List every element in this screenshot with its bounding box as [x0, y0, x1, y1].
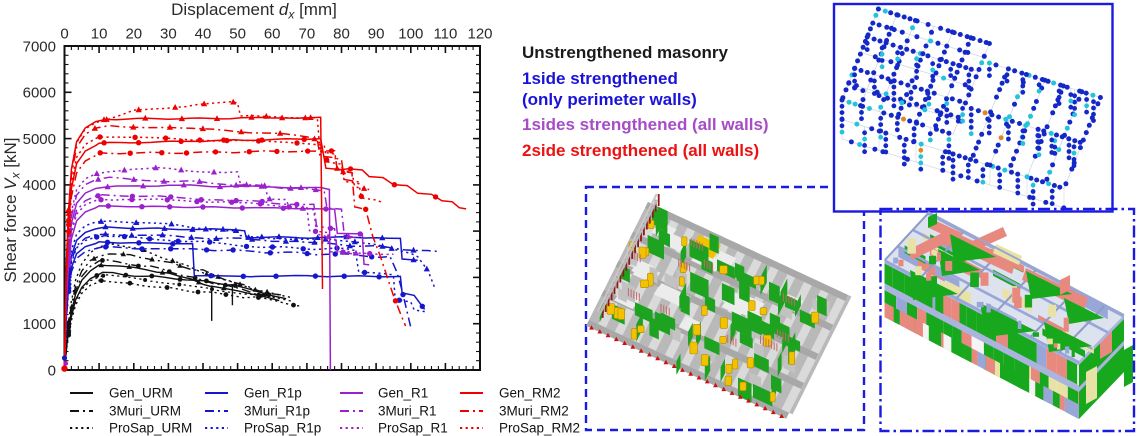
svg-text:3000: 3000	[23, 223, 56, 240]
svg-text:Gen_URM: Gen_URM	[109, 386, 173, 401]
svg-text:ProSap_R1p: ProSap_R1p	[244, 421, 321, 436]
svg-text:1000: 1000	[23, 316, 56, 333]
svg-text:110: 110	[433, 26, 457, 43]
svg-text:Shear force Vx [kN]: Shear force Vx [kN]	[1, 138, 23, 283]
svg-text:5000: 5000	[23, 131, 56, 148]
svg-text:10: 10	[91, 26, 108, 43]
svg-text:3Muri_RM2: 3Muri_RM2	[499, 404, 569, 419]
svg-text:80: 80	[333, 26, 350, 43]
svg-text:30: 30	[160, 26, 177, 43]
svg-text:1side strengthened: 1side strengthened	[522, 69, 678, 88]
svg-text:ProSap_URM: ProSap_URM	[109, 421, 192, 436]
svg-text:Gen_R1p: Gen_R1p	[244, 386, 302, 401]
svg-text:90: 90	[368, 26, 385, 43]
svg-text:3Muri_URM: 3Muri_URM	[109, 404, 181, 419]
svg-text:0: 0	[48, 362, 56, 379]
svg-text:120: 120	[467, 26, 492, 43]
svg-text:Gen_RM2: Gen_RM2	[499, 386, 561, 401]
svg-text:50: 50	[229, 26, 246, 43]
svg-text:40: 40	[195, 26, 212, 43]
svg-text:Unstrengthened masonry: Unstrengthened masonry	[522, 43, 728, 62]
svg-text:3Muri_R1p: 3Muri_R1p	[244, 404, 310, 419]
svg-text:6000: 6000	[23, 85, 56, 102]
svg-text:Displacement dx [mm]: Displacement dx [mm]	[171, 0, 337, 22]
svg-text:ProSap_R1: ProSap_R1	[378, 421, 448, 436]
svg-text:100: 100	[398, 26, 423, 43]
svg-text:1sides strengthened (all walls: 1sides strengthened (all walls)	[522, 115, 769, 134]
svg-text:20: 20	[125, 26, 142, 43]
svg-text:60: 60	[264, 26, 281, 43]
svg-text:70: 70	[299, 26, 316, 43]
svg-text:2side strengthened (all walls): 2side strengthened (all walls)	[522, 141, 759, 160]
svg-text:2000: 2000	[23, 270, 56, 287]
svg-text:(only perimeter walls): (only perimeter walls)	[522, 90, 697, 109]
svg-text:Gen_R1: Gen_R1	[378, 386, 428, 401]
svg-text:0: 0	[60, 26, 68, 43]
svg-text:4000: 4000	[23, 177, 56, 194]
svg-text:3Muri_R1: 3Muri_R1	[378, 404, 437, 419]
svg-text:7000: 7000	[23, 38, 56, 55]
svg-text:ProSap_RM2: ProSap_RM2	[499, 421, 580, 436]
